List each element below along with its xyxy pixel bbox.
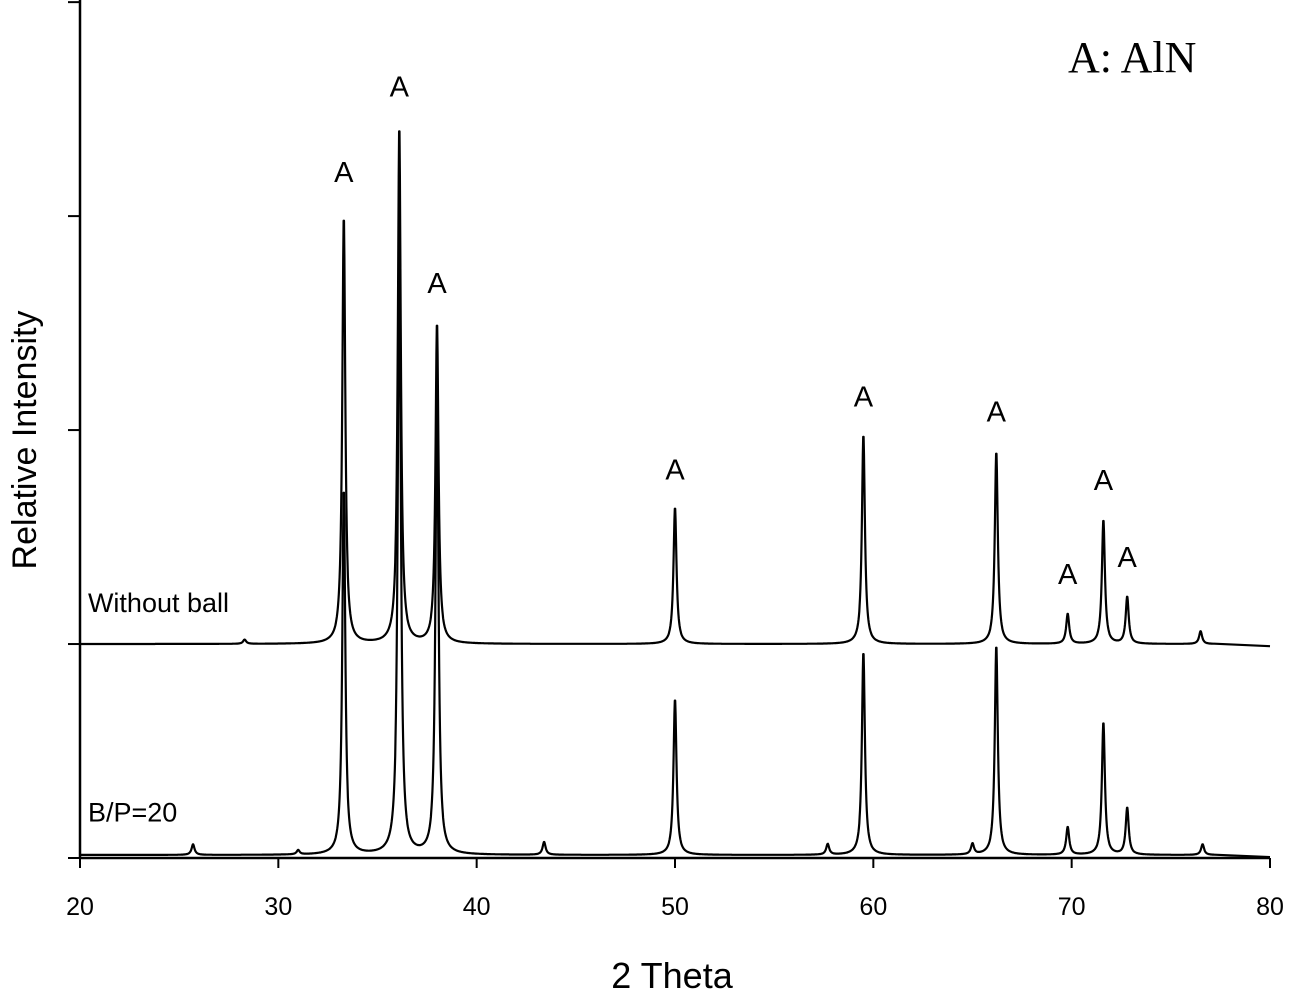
peak-label-aln: A	[1094, 465, 1114, 497]
peak-label-aln: A	[987, 397, 1007, 429]
peak-label-aln: A	[390, 71, 410, 103]
x-tick-label: 20	[66, 893, 94, 921]
peak-label-aln: A	[854, 382, 874, 414]
series-label: Without ball	[88, 588, 229, 618]
x-tick-label: 60	[859, 893, 887, 921]
chart-title: A: AlN	[1068, 33, 1196, 82]
x-tick-label: 80	[1256, 893, 1284, 921]
peak-label-aln: A	[665, 454, 685, 486]
peak-label-aln: A	[427, 268, 447, 300]
x-tick-label: 30	[264, 893, 292, 921]
peak-label-aln: A	[1118, 542, 1138, 574]
x-axis-label: 2 Theta	[611, 955, 733, 993]
series-line-bp-20	[80, 231, 1271, 859]
x-tick-label: 70	[1058, 893, 1086, 921]
y-axis-label: Relative Intensity	[6, 311, 44, 570]
x-tick-label: 40	[463, 893, 491, 921]
series-line-without-ball	[80, 130, 1271, 648]
series-label: B/P=20	[88, 798, 177, 828]
x-tick-label: 50	[661, 893, 689, 921]
peak-label-aln: A	[1058, 559, 1078, 591]
peak-label-aln: A	[334, 157, 354, 189]
